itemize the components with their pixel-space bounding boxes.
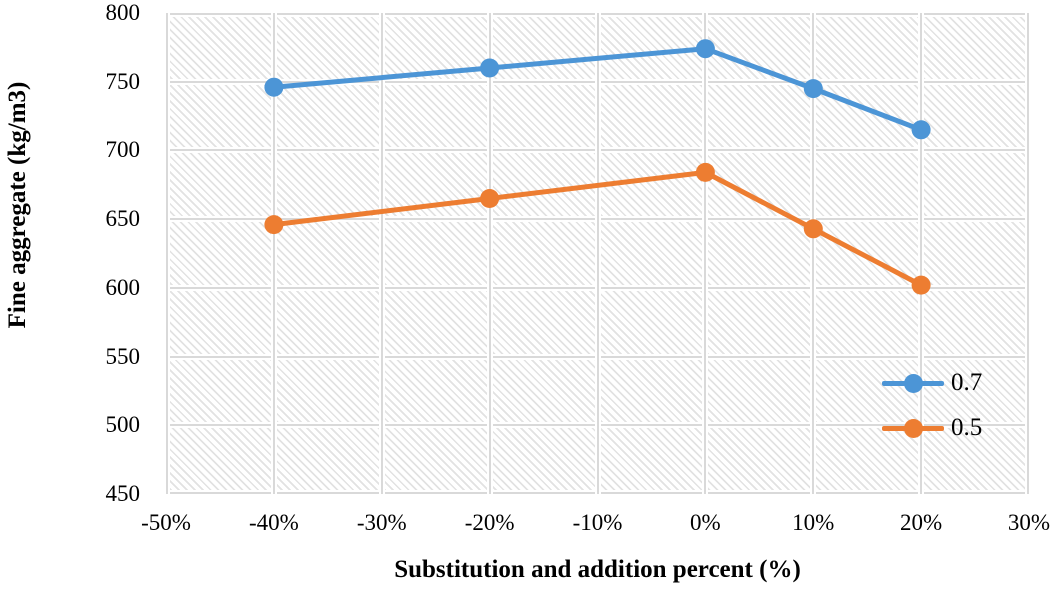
series-line-0.7 (273, 46, 922, 133)
data-point-0.5 (911, 275, 931, 295)
x-tick-label: 30% (1007, 510, 1051, 535)
data-point-0.5 (480, 189, 500, 208)
legend-item-0.5: 0.5 (882, 415, 982, 441)
y-tick-label: 650 (105, 206, 141, 232)
x-tick-label: -10% (572, 510, 623, 535)
v-gridline (812, 13, 815, 494)
data-point-0.5 (695, 162, 715, 182)
plot-area: 0.7 0.5 (166, 13, 1029, 494)
legend-item-0.7: 0.7 (882, 370, 982, 396)
v-gridline (1027, 13, 1029, 494)
x-tick-label: 20% (900, 510, 943, 535)
legend-dot (903, 418, 923, 438)
y-tick-label: 750 (105, 68, 141, 94)
x-tick-label: -20% (464, 510, 515, 535)
x-tick-label: 10% (792, 510, 835, 535)
x-tick-label: -40% (248, 510, 299, 535)
y-tick-label: 450 (105, 481, 141, 506)
y-axis-title: Fine aggregate (kg/m3) (4, 81, 31, 329)
series-line-0.5 (273, 169, 923, 288)
legend-marker-icon (882, 415, 944, 441)
x-tick-label: -30% (356, 510, 407, 535)
y-tick-label: 800 (105, 0, 141, 25)
y-tick-label: 550 (105, 343, 141, 369)
data-point-0.5 (803, 219, 823, 239)
data-point-0.7 (695, 39, 715, 59)
x-tick-label: 0% (690, 510, 721, 535)
data-point-0.7 (480, 58, 500, 78)
legend-label: 0.7 (951, 369, 983, 396)
v-gridline (704, 13, 707, 494)
data-point-0.5 (264, 215, 284, 235)
series-plot (264, 39, 931, 295)
v-gridline (488, 13, 491, 494)
legend-marker-icon (882, 370, 944, 396)
y-tick-label: 700 (105, 137, 141, 163)
y-tick-label: 600 (105, 274, 141, 300)
legend-dot (903, 373, 923, 393)
x-tick-label: -50% (141, 510, 191, 535)
data-point-0.7 (911, 120, 931, 140)
v-gridline (380, 13, 383, 494)
v-gridline (920, 13, 923, 494)
v-gridline (272, 13, 275, 494)
data-point-0.7 (264, 77, 284, 97)
legend-label: 0.5 (951, 414, 983, 441)
data-point-0.7 (803, 79, 823, 99)
v-gridline (166, 13, 168, 494)
v-gridline (596, 13, 599, 494)
y-tick-label: 500 (105, 412, 141, 438)
x-axis-title: Substitution and addition percent (%) (394, 556, 801, 583)
